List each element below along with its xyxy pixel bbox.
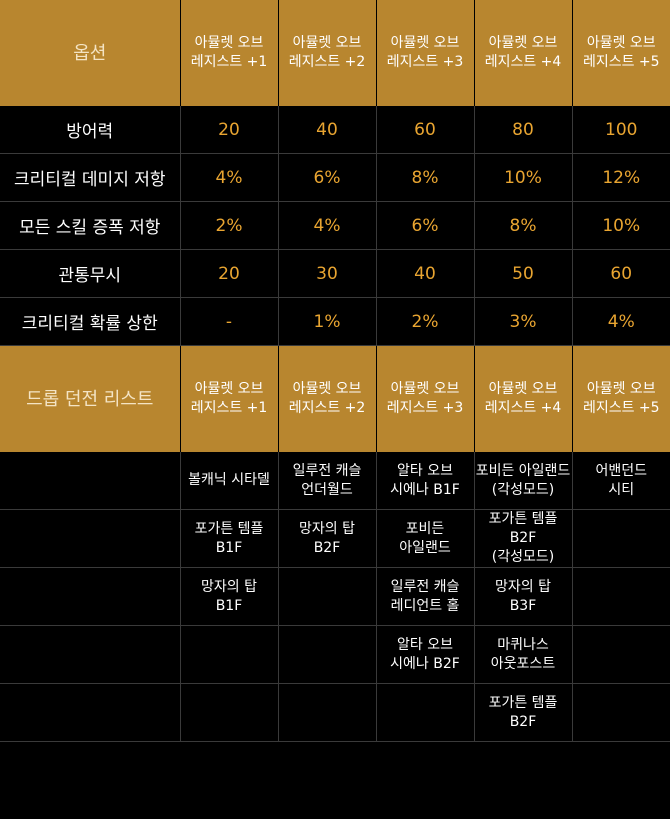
stat-value: 50 [473, 249, 572, 298]
stat-name: 방어력 [0, 106, 180, 154]
drop-cell [179, 683, 278, 742]
stat-value: 3% [473, 297, 572, 346]
drop-empty-cell [0, 683, 180, 742]
drop-header-col: 아뮬렛 오브 레지스트 +1 [179, 345, 278, 452]
drop-cell [571, 683, 670, 742]
drop-header-col: 아뮬렛 오브 레지스트 +5 [571, 345, 670, 452]
drop-cell: 망자의 탑 B2F [277, 509, 376, 568]
drop-row: 볼캐닉 시타델 일루전 캐슬 언더월드 알타 오브 시에나 B1F 포비든 아일… [0, 452, 670, 510]
drop-cell [571, 625, 670, 684]
stat-value: 6% [277, 153, 376, 202]
stat-value: 100 [571, 106, 670, 154]
stat-row: 모든 스킬 증폭 저항 2% 4% 6% 8% 10% [0, 201, 670, 250]
drop-cell: 망자의 탑 B3F [473, 567, 572, 626]
stat-value: 12% [571, 153, 670, 202]
stat-value: 1% [277, 297, 376, 346]
drop-cell [571, 509, 670, 568]
stat-name: 모든 스킬 증폭 저항 [0, 201, 180, 250]
stat-row: 방어력 20 40 60 80 100 [0, 106, 670, 154]
stat-value: 20 [179, 249, 278, 298]
drop-cell [571, 567, 670, 626]
drop-empty-cell [0, 509, 180, 568]
drop-header-col: 아뮬렛 오브 레지스트 +2 [277, 345, 376, 452]
drop-cell: 포비든 아일랜드 (각성모드) [473, 452, 572, 510]
stat-value: 4% [571, 297, 670, 346]
stat-value: 8% [473, 201, 572, 250]
drop-cell [277, 683, 376, 742]
drop-cell: 포가튼 템플 B2F (각성모드) [473, 509, 572, 568]
drop-header-col: 아뮬렛 오브 레지스트 +4 [473, 345, 572, 452]
drop-cell [277, 567, 376, 626]
drop-cell: 마퀴나스 아웃포스트 [473, 625, 572, 684]
drop-header-row: 드롭 던전 리스트 아뮬렛 오브 레지스트 +1 아뮬렛 오브 레지스트 +2 … [0, 345, 670, 452]
option-header-label: 옵션 [0, 0, 180, 106]
stat-value: 2% [375, 297, 474, 346]
stat-value: 60 [571, 249, 670, 298]
stat-value: 8% [375, 153, 474, 202]
stat-value: 4% [277, 201, 376, 250]
drop-cell: 볼캐닉 시타델 [179, 452, 278, 510]
drop-cell: 알타 오브 시에나 B1F [375, 452, 474, 510]
drop-header-label: 드롭 던전 리스트 [0, 345, 180, 452]
drop-cell: 망자의 탑 B1F [179, 567, 278, 626]
stat-value: 4% [179, 153, 278, 202]
stat-value: 40 [277, 106, 376, 154]
stat-value: 30 [277, 249, 376, 298]
option-header-col: 아뮬렛 오브 레지스트 +3 [375, 0, 474, 106]
drop-row: 망자의 탑 B1F 일루전 캐슬 레디언트 홀 망자의 탑 B3F [0, 567, 670, 626]
drop-cell [179, 625, 278, 684]
stat-value: 6% [375, 201, 474, 250]
stat-name: 크리티컬 확률 상한 [0, 297, 180, 346]
stat-name: 관통무시 [0, 249, 180, 298]
option-header-col: 아뮬렛 오브 레지스트 +4 [473, 0, 572, 106]
stat-value: 80 [473, 106, 572, 154]
drop-header-col: 아뮬렛 오브 레지스트 +3 [375, 345, 474, 452]
option-header-col: 아뮬렛 오브 레지스트 +1 [179, 0, 278, 106]
drop-cell: 포비든 아일랜드 [375, 509, 474, 568]
drop-cell: 알타 오브 시에나 B2F [375, 625, 474, 684]
drop-cell: 어밴던드 시티 [571, 452, 670, 510]
stat-name: 크리티컬 데미지 저항 [0, 153, 180, 202]
stat-value: 60 [375, 106, 474, 154]
drop-row: 포가튼 템플 B1F 망자의 탑 B2F 포비든 아일랜드 포가튼 템플 B2F… [0, 509, 670, 568]
drop-cell [375, 683, 474, 742]
drop-empty-cell [0, 567, 180, 626]
stat-value: 2% [179, 201, 278, 250]
stat-row: 관통무시 20 30 40 50 60 [0, 249, 670, 298]
option-header-col: 아뮬렛 오브 레지스트 +2 [277, 0, 376, 106]
drop-row: 알타 오브 시에나 B2F 마퀴나스 아웃포스트 [0, 625, 670, 684]
drop-cell: 포가튼 템플 B1F [179, 509, 278, 568]
drop-empty-cell [0, 452, 180, 510]
stat-row: 크리티컬 데미지 저항 4% 6% 8% 10% 12% [0, 153, 670, 202]
stat-value: 40 [375, 249, 474, 298]
drop-cell: 일루전 캐슬 레디언트 홀 [375, 567, 474, 626]
drop-cell: 일루전 캐슬 언더월드 [277, 452, 376, 510]
amulet-resist-table: 옵션 아뮬렛 오브 레지스트 +1 아뮬렛 오브 레지스트 +2 아뮬렛 오브 … [0, 0, 670, 742]
stat-row: 크리티컬 확률 상한 - 1% 2% 3% 4% [0, 297, 670, 346]
stat-value: 20 [179, 106, 278, 154]
drop-empty-cell [0, 625, 180, 684]
drop-cell: 포가튼 템플 B2F [473, 683, 572, 742]
stat-value: 10% [473, 153, 572, 202]
drop-row: 포가튼 템플 B2F [0, 683, 670, 742]
drop-cell [277, 625, 376, 684]
stat-value: - [179, 297, 278, 346]
stat-value: 10% [571, 201, 670, 250]
option-header-col: 아뮬렛 오브 레지스트 +5 [571, 0, 670, 106]
option-header-row: 옵션 아뮬렛 오브 레지스트 +1 아뮬렛 오브 레지스트 +2 아뮬렛 오브 … [0, 0, 670, 106]
